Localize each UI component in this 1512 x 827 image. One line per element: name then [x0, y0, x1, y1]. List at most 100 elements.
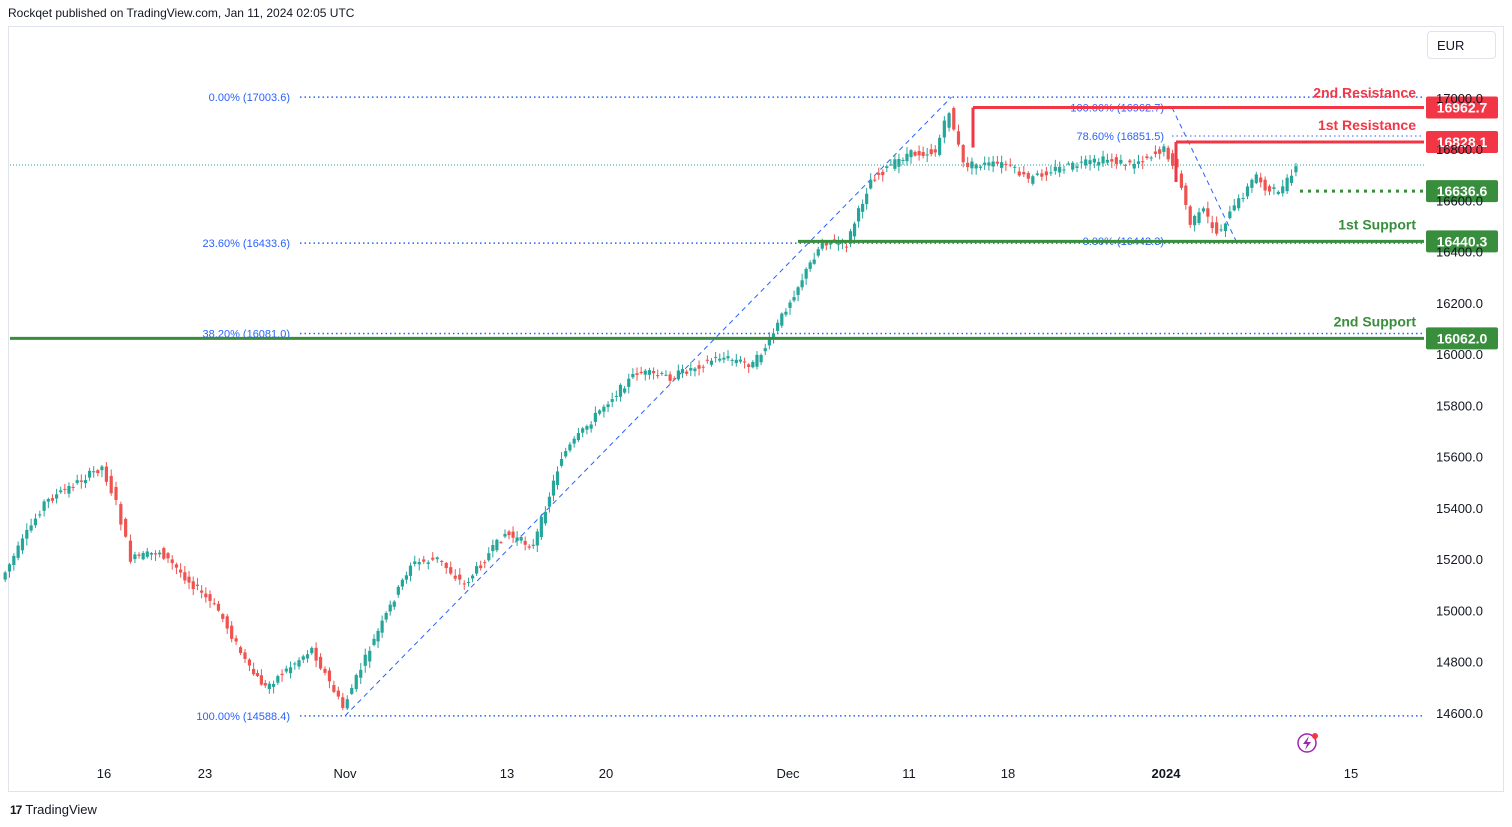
candle-body — [776, 322, 780, 331]
price-tick-label: 15000.0 — [1436, 603, 1483, 618]
lightning-icon — [1297, 733, 1318, 753]
candle-body — [852, 223, 857, 237]
candle-body — [1128, 160, 1132, 163]
candle-body — [25, 529, 29, 539]
fib-trend-line — [344, 96, 952, 717]
candle-body — [153, 553, 158, 555]
candle-body — [929, 149, 933, 155]
candle-body — [680, 369, 685, 374]
candle-body — [660, 372, 664, 374]
candle-body — [301, 656, 305, 660]
candle-body — [388, 604, 392, 612]
candle-body — [535, 531, 539, 546]
candle-body — [368, 650, 372, 662]
candle-body — [511, 531, 515, 538]
candle-body — [618, 384, 623, 397]
price-tick-label: 15400.0 — [1436, 501, 1483, 516]
candle-body — [1158, 149, 1162, 154]
candle-body — [1013, 166, 1017, 168]
candle-body — [305, 654, 310, 659]
candle-body — [1141, 161, 1145, 163]
candle-body — [458, 574, 462, 580]
candle-body — [714, 356, 718, 358]
candle-body — [808, 262, 812, 269]
candle-body — [435, 557, 439, 560]
candle-body — [828, 243, 832, 245]
candle-body — [288, 667, 293, 674]
candle-body — [991, 161, 995, 167]
price-axis[interactable]: 17000.0 16800.0 16600.0 16400.0 16200.0 16000… — [1436, 91, 1483, 721]
candle-body — [1171, 153, 1175, 166]
price-tick-label: 15200.0 — [1436, 552, 1483, 567]
candle-body — [693, 368, 697, 372]
candle-body — [1097, 162, 1101, 166]
candle-body — [527, 546, 531, 548]
candle-body — [1088, 160, 1092, 165]
candle-body — [363, 654, 367, 666]
candle-body — [551, 480, 556, 496]
candle-body — [1004, 163, 1008, 165]
candle-body — [183, 572, 187, 581]
time-axis[interactable]: 16 23 Nov 13 20 Dec 11 18 2024 15 — [97, 766, 1358, 781]
candle-body — [332, 685, 336, 692]
candle-body — [462, 583, 466, 585]
candle-body — [1105, 159, 1110, 163]
candle-body — [276, 676, 280, 683]
price-tick-label: 16000.0 — [1436, 347, 1483, 362]
price-badge — [1426, 230, 1498, 253]
candle-body — [1101, 156, 1105, 164]
candle-body — [1040, 173, 1044, 177]
candle-body — [639, 371, 643, 374]
candle-body — [614, 395, 618, 397]
price-tick-label: 17000.0 — [1436, 91, 1483, 106]
candle-body — [1267, 186, 1272, 192]
candle-body — [200, 590, 204, 593]
time-tick-label: Dec — [776, 766, 800, 781]
candle-body — [555, 471, 560, 485]
candle-body — [234, 638, 238, 642]
level-name: 2nd Support — [1334, 313, 1417, 329]
candle-body — [87, 470, 92, 478]
candle-body — [970, 161, 974, 169]
candle-body — [1193, 215, 1197, 226]
candle-body — [539, 516, 543, 538]
candle-body — [564, 451, 568, 457]
candle-body — [635, 373, 639, 375]
candle-body — [983, 162, 987, 165]
candle-body — [255, 673, 260, 677]
candle-body — [917, 150, 921, 156]
candle-body — [519, 536, 523, 541]
tradingview-footer[interactable]: 17 TradingView — [10, 802, 97, 817]
candle-body — [42, 501, 46, 511]
candle-body — [647, 370, 652, 375]
candle-body — [1254, 174, 1258, 184]
candle-body — [848, 231, 853, 244]
candle-body — [267, 683, 271, 690]
candle-body — [158, 552, 162, 555]
time-tick-label: 16 — [97, 766, 111, 781]
candle-body — [531, 544, 535, 546]
candle-body — [187, 576, 191, 583]
price-badge — [1426, 327, 1498, 350]
candle-body — [631, 373, 635, 378]
time-tick-label: 13 — [500, 766, 514, 781]
support-resistance-levels: 2nd Resistance 16962.7 1st Resistance 16828… — [10, 85, 1498, 350]
currency-button[interactable]: EUR — [1427, 31, 1496, 59]
candle-body — [1232, 205, 1236, 211]
candle-body — [1071, 162, 1075, 170]
candle-body — [978, 166, 983, 168]
candle-body — [1035, 173, 1039, 175]
candle-body — [71, 486, 75, 488]
candle-body — [1092, 158, 1096, 163]
candle-body — [133, 554, 137, 560]
candle-body — [166, 553, 170, 559]
candle-body — [623, 388, 627, 393]
candle-body — [873, 179, 877, 181]
candle-body — [893, 159, 897, 169]
candle-body — [742, 361, 747, 363]
time-tick-label: 11 — [902, 766, 916, 781]
candle-body — [602, 406, 606, 412]
candle-body — [987, 162, 991, 166]
candle-body — [1022, 172, 1026, 175]
